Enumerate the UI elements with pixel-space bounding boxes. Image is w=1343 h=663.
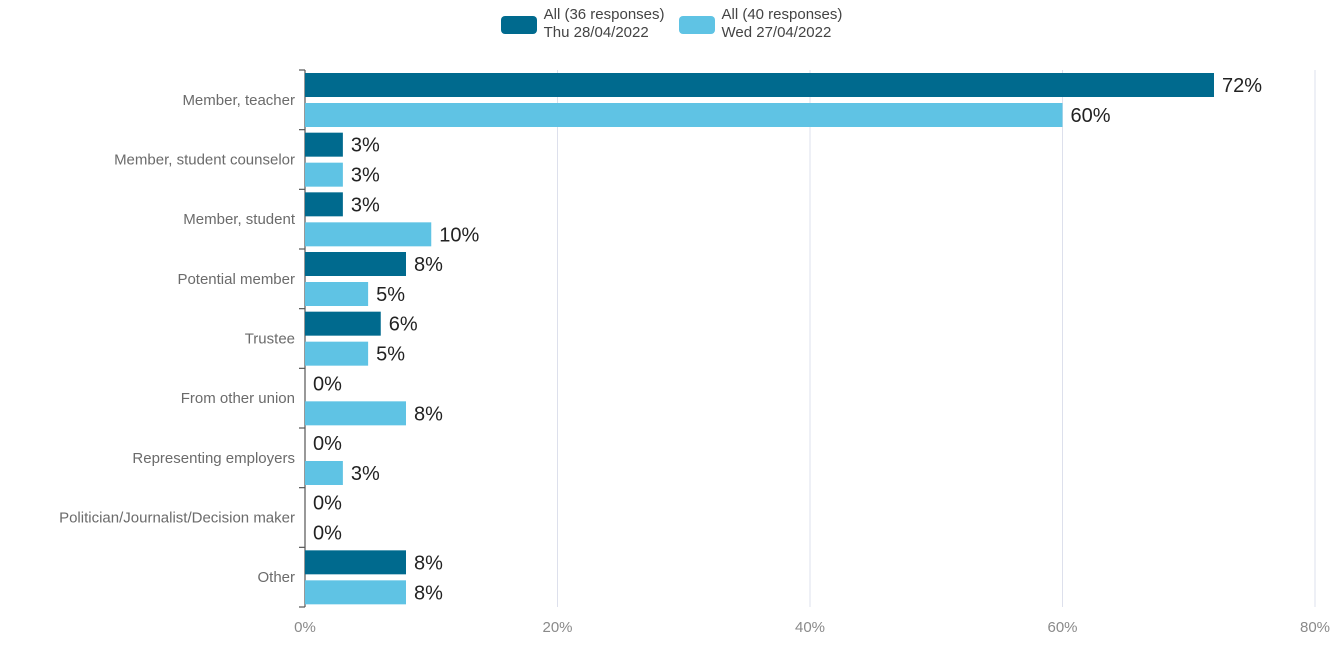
data-label: 0% xyxy=(313,523,342,545)
bar-series-1 xyxy=(305,550,406,575)
bar-series-2 xyxy=(305,401,406,426)
legend-label-line-2: Wed 27/04/2022 xyxy=(721,24,832,41)
data-label: 60% xyxy=(1071,105,1111,127)
bar-series-2 xyxy=(305,341,369,366)
chart-legend: All (36 responses) Thu 28/04/2022 All (4… xyxy=(0,6,1343,42)
category-label: Member, student xyxy=(183,211,296,228)
legend-label-series-2: All (40 responses) Wed 27/04/2022 xyxy=(722,6,843,42)
category-label: Potential member xyxy=(177,271,295,288)
data-label: 8% xyxy=(414,403,443,425)
data-label: 3% xyxy=(351,165,380,187)
data-label: 72% xyxy=(1222,75,1262,97)
legend-label-line-2: Thu 28/04/2022 xyxy=(543,24,649,41)
data-label: 3% xyxy=(351,135,380,157)
bar-series-2 xyxy=(305,103,1063,127)
data-label: 0% xyxy=(313,493,342,515)
data-label: 3% xyxy=(351,463,380,485)
category-label: Member, student counselor xyxy=(114,152,295,169)
bar-series-2 xyxy=(305,580,406,605)
legend-item-series-1[interactable]: All (36 responses) Thu 28/04/2022 xyxy=(500,6,665,42)
category-label: Representing employers xyxy=(132,450,295,467)
bar-series-1 xyxy=(305,192,343,217)
bar-series-1 xyxy=(305,73,1214,97)
category-label: Politician/Journalist/Decision maker xyxy=(59,510,295,527)
legend-item-series-2[interactable]: All (40 responses) Wed 27/04/2022 xyxy=(678,6,843,42)
data-label: 3% xyxy=(351,194,380,216)
bar-series-2 xyxy=(305,461,343,485)
bar-series-1 xyxy=(305,132,343,157)
data-label: 6% xyxy=(389,314,418,336)
data-label: 0% xyxy=(313,373,342,395)
bar-series-1 xyxy=(305,311,381,336)
data-label: 5% xyxy=(376,284,405,306)
x-tick-label: 40% xyxy=(795,619,825,636)
x-tick-label: 80% xyxy=(1300,619,1330,636)
category-label: Member, teacher xyxy=(182,92,295,109)
legend-label-line-1: All (36 responses) xyxy=(543,6,665,23)
category-label: Other xyxy=(257,569,295,586)
data-label: 5% xyxy=(376,344,405,366)
legend-swatch-series-2 xyxy=(678,15,715,34)
category-label: Trustee xyxy=(245,331,295,348)
data-label: 10% xyxy=(439,224,479,246)
bar-series-2 xyxy=(305,282,369,306)
legend-label-line-1: All (40 responses) xyxy=(721,6,843,23)
legend-label-series-1: All (36 responses) Thu 28/04/2022 xyxy=(544,6,665,42)
legend-swatch-series-1 xyxy=(500,15,537,34)
x-tick-label: 0% xyxy=(294,619,316,636)
x-tick-label: 60% xyxy=(1047,619,1077,636)
data-label: 8% xyxy=(414,552,443,574)
category-label: From other union xyxy=(181,390,295,407)
bar-series-2 xyxy=(305,162,343,187)
bar-series-2 xyxy=(305,222,432,247)
data-label: 8% xyxy=(414,254,443,276)
bar-series-1 xyxy=(305,252,406,276)
data-label: 8% xyxy=(414,582,443,604)
x-tick-label: 20% xyxy=(542,619,572,636)
data-label: 0% xyxy=(313,433,342,455)
